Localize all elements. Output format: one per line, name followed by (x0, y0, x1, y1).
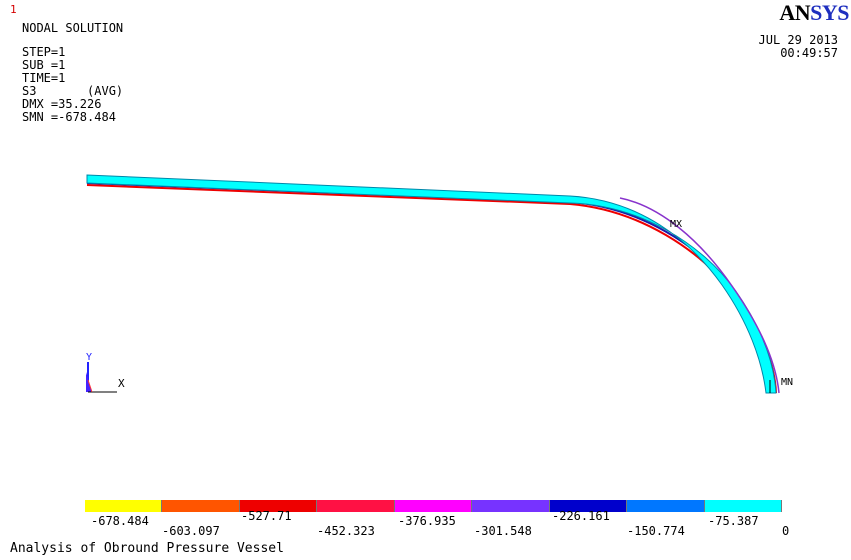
window-number: 1 (10, 3, 17, 16)
legend-swatch (472, 500, 550, 512)
triad-x-label: X (118, 377, 125, 390)
mx-marker: MX (670, 219, 683, 230)
legend-label-bottom-3: -301.548 (474, 524, 532, 538)
inner-edge-red (86, 184, 777, 394)
title-text: NODAL SOLUTION (22, 21, 124, 35)
legend-swatch (704, 500, 782, 512)
legend-label-bottom-4: -150.774 (627, 524, 685, 538)
time-text: TIME=1 (22, 71, 66, 85)
step-text: STEP=1 (22, 45, 66, 59)
plot-footer-title: Analysis of Obround Pressure Vessel (10, 541, 284, 556)
legend-swatch (317, 500, 395, 512)
legend-label-top-2: -527.71 (241, 509, 292, 523)
legend-swatch (627, 500, 705, 512)
vessel-wall (86, 174, 777, 394)
smn-text: SMN =-678.484 (22, 110, 116, 124)
legend-swatch (162, 500, 240, 512)
legend-label-top-3: -376.935 (398, 514, 456, 528)
legend-label-top-5: -75.387 (708, 514, 759, 528)
legend-swatch (85, 500, 163, 512)
legend-swatch (549, 500, 628, 512)
legend-label-top-1: -678.484 (91, 514, 149, 528)
mn-marker: MN (781, 377, 794, 388)
triad-y-label: Y (86, 352, 93, 363)
time-of-day-text: 00:49:57 (780, 46, 838, 60)
legend-swatch (239, 500, 318, 512)
contour-legend (85, 500, 782, 514)
legend-label-bottom-1: -603.097 (162, 524, 220, 538)
legend-swatch (394, 500, 473, 512)
ansys-logo: ANSYS (779, 0, 849, 25)
legend-label-bottom-5: 0 (782, 524, 790, 538)
legend-label-top-4: -226.161 (552, 509, 610, 523)
sub-text: SUB =1 (22, 58, 66, 72)
legend-label-bottom-2: -452.323 (317, 524, 375, 538)
date-text: JUL 29 2013 (758, 33, 838, 47)
dmx-text: DMX =35.226 (22, 97, 102, 111)
stress-text: S3 (AVG) (22, 84, 124, 98)
inner-edge-blue (86, 182, 776, 394)
